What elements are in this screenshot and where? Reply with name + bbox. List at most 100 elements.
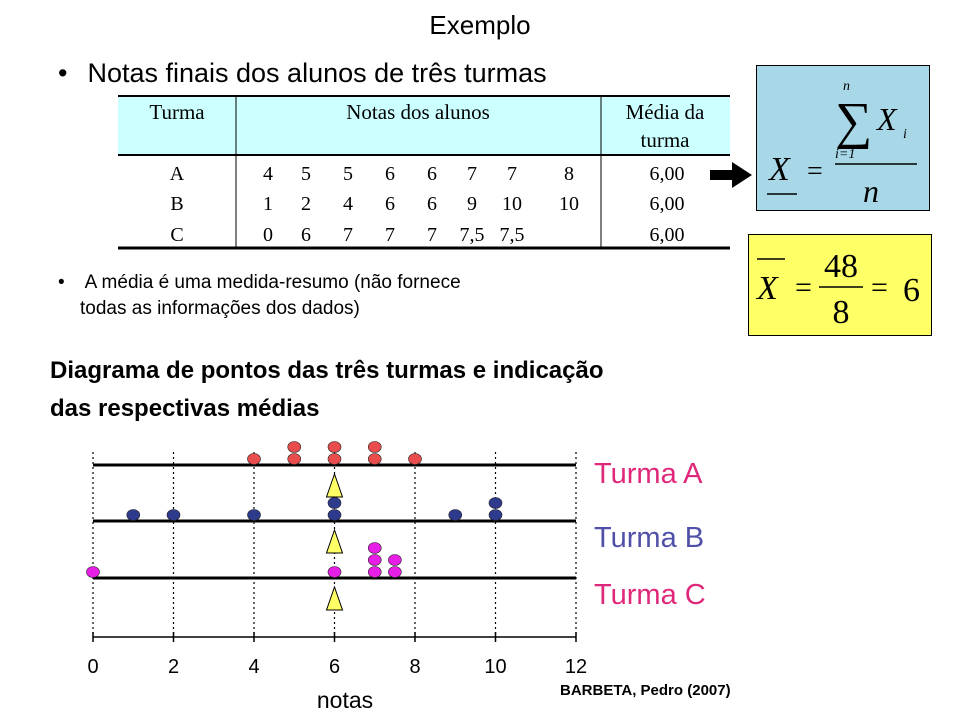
series-label: Turma C: [594, 579, 706, 611]
formula-variable: X: [875, 101, 898, 137]
table-cell-nota: 2: [301, 193, 311, 215]
table-cell-nota: 5: [343, 163, 353, 185]
formula-equals: =: [807, 156, 823, 187]
series-label: Turma B: [594, 522, 704, 554]
slide-title: Exemplo: [429, 10, 531, 40]
data-point: [327, 497, 342, 509]
sigma-icon: ∑: [835, 93, 872, 150]
mean-equals-2: =: [871, 271, 888, 304]
table-cell-nota: 6: [385, 193, 395, 215]
formula-denominator: n: [863, 173, 879, 209]
table-cell-nota: 6: [301, 224, 311, 246]
table-cell-nota: 8: [564, 163, 574, 185]
formula-box: X = n ∑ i=1 X i n: [756, 65, 930, 211]
x-tick-label: 6: [329, 656, 340, 678]
x-tick-label: 4: [248, 656, 259, 678]
table-cell-nota: 10: [502, 193, 522, 215]
sub-bullet: • A média é uma medida-resumo (não fornec…: [58, 270, 461, 322]
mean-marker: [325, 472, 344, 498]
table-cell-media: 6,00: [650, 224, 685, 246]
table-cell-nota: 1: [263, 193, 273, 215]
data-point: [408, 453, 422, 465]
data-point: [247, 509, 261, 521]
diagram-title-line2: das respectivas médias: [50, 395, 320, 422]
mean-marker: [325, 585, 344, 611]
table-cell-nota: 7: [507, 163, 517, 185]
bullet-icon: •: [58, 272, 65, 293]
mean-computation: X = 48 8 = 6: [755, 248, 920, 331]
series-label: Turma A: [594, 458, 703, 490]
data-point: [166, 509, 181, 521]
data-point: [367, 566, 382, 578]
mean-equals: =: [795, 271, 812, 304]
arrow-right-icon: [710, 162, 752, 188]
table-cell-nota: 6: [385, 163, 395, 185]
mean-numerator: 48: [824, 248, 858, 285]
data-point: [327, 453, 342, 465]
diagram-title: Diagrama de pontos das três turmas e ind…: [50, 352, 604, 428]
table-header-turma: Turma: [149, 100, 205, 124]
table-cell-nota: 4: [343, 193, 353, 215]
table-cell-nota: 7,5: [460, 224, 485, 246]
x-tick-label: 0: [87, 656, 98, 678]
data-point: [126, 509, 141, 521]
data-point: [388, 566, 402, 578]
x-axis-label: notas: [317, 687, 373, 713]
table-cell-nota: 7: [385, 224, 395, 246]
table-cell-nota: 5: [301, 163, 311, 185]
data-point: [86, 566, 100, 578]
sub-bullet-line1: A média é uma medida-resumo (não fornece: [84, 272, 461, 293]
data-point: [327, 566, 342, 578]
table-cell-media: 6,00: [650, 193, 685, 215]
mean-marker: [325, 528, 344, 554]
table-cell-nota: 6: [427, 193, 437, 215]
table-cell-nota: 4: [263, 163, 273, 185]
table-cell-nota: 9: [467, 193, 477, 215]
data-point: [327, 441, 342, 453]
data-point: [247, 453, 261, 465]
data-point: [367, 453, 382, 465]
x-tick-label: 12: [565, 656, 587, 678]
x-tick-label: 2: [168, 656, 179, 678]
table-header-bg: [118, 96, 730, 154]
data-point: [488, 497, 503, 509]
main-bullet: • Notas finais dos alunos de três turmas: [58, 58, 547, 89]
table-cell-nota: 7: [343, 224, 353, 246]
credit: BARBETA, Pedro (2007): [560, 682, 731, 699]
table-cell-nota: 7: [427, 224, 437, 246]
table-cell-turma: B: [170, 193, 183, 215]
table-header-media: Média da: [626, 100, 705, 124]
table-cell-nota: 0: [263, 224, 273, 246]
mean-result: 6: [903, 272, 920, 309]
mean-formula: X = n ∑ i=1 X i n: [767, 79, 917, 209]
mean-box: X = 48 8 = 6: [748, 234, 932, 336]
table-cell-nota: 6: [427, 163, 437, 185]
diagram-title-line1: Diagrama de pontos das três turmas e ind…: [50, 357, 604, 384]
data-point: [488, 509, 503, 521]
table-cell-nota: 7: [467, 163, 477, 185]
data-point: [448, 509, 463, 521]
formula-subscript: i: [903, 127, 907, 142]
bullet-icon: •: [58, 58, 68, 88]
sub-bullet-line2: todas as informações dos dados): [80, 298, 360, 319]
table-header-notas: Notas dos alunos: [346, 100, 490, 124]
data-point: [367, 542, 382, 554]
x-tick-label: 10: [484, 656, 506, 678]
table-cell-turma: C: [170, 224, 183, 246]
table-cell-media: 6,00: [650, 163, 685, 185]
formula-xbar: X: [767, 151, 791, 188]
table-cell-turma: A: [170, 163, 185, 185]
data-point: [388, 554, 402, 566]
x-tick-label: 8: [409, 656, 420, 678]
main-bullet-text: Notas finais dos alunos de três turmas: [87, 58, 547, 88]
data-point: [327, 509, 342, 521]
mean-denominator: 8: [833, 294, 850, 331]
table-cell-nota: 7,5: [500, 224, 525, 246]
table-header-media: turma: [641, 128, 691, 152]
data-point: [367, 441, 382, 453]
data-point: [287, 453, 302, 465]
data-point: [367, 554, 382, 566]
formula-lower-limit: i=1: [835, 147, 855, 162]
